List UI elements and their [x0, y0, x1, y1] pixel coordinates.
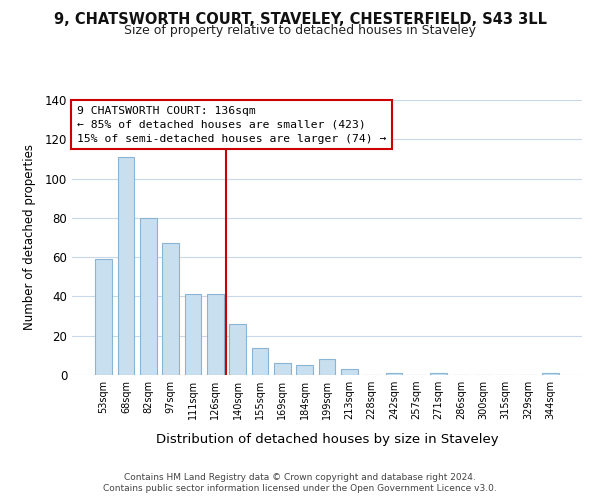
Bar — [140, 218, 157, 375]
Bar — [251, 348, 268, 375]
Bar — [274, 363, 290, 375]
Bar — [430, 373, 447, 375]
Bar — [542, 373, 559, 375]
Bar — [162, 244, 179, 375]
Y-axis label: Number of detached properties: Number of detached properties — [23, 144, 37, 330]
Bar — [185, 294, 202, 375]
Text: Contains public sector information licensed under the Open Government Licence v3: Contains public sector information licen… — [103, 484, 497, 493]
Bar — [229, 324, 246, 375]
Text: 9, CHATSWORTH COURT, STAVELEY, CHESTERFIELD, S43 3LL: 9, CHATSWORTH COURT, STAVELEY, CHESTERFI… — [53, 12, 547, 28]
Text: Size of property relative to detached houses in Staveley: Size of property relative to detached ho… — [124, 24, 476, 37]
Text: 9 CHATSWORTH COURT: 136sqm
← 85% of detached houses are smaller (423)
15% of sem: 9 CHATSWORTH COURT: 136sqm ← 85% of deta… — [77, 106, 386, 144]
Bar — [296, 365, 313, 375]
Bar — [118, 157, 134, 375]
Bar — [319, 360, 335, 375]
Bar — [95, 259, 112, 375]
X-axis label: Distribution of detached houses by size in Staveley: Distribution of detached houses by size … — [155, 433, 499, 446]
Bar — [207, 294, 224, 375]
Bar — [386, 373, 403, 375]
Text: Contains HM Land Registry data © Crown copyright and database right 2024.: Contains HM Land Registry data © Crown c… — [124, 472, 476, 482]
Bar — [341, 369, 358, 375]
